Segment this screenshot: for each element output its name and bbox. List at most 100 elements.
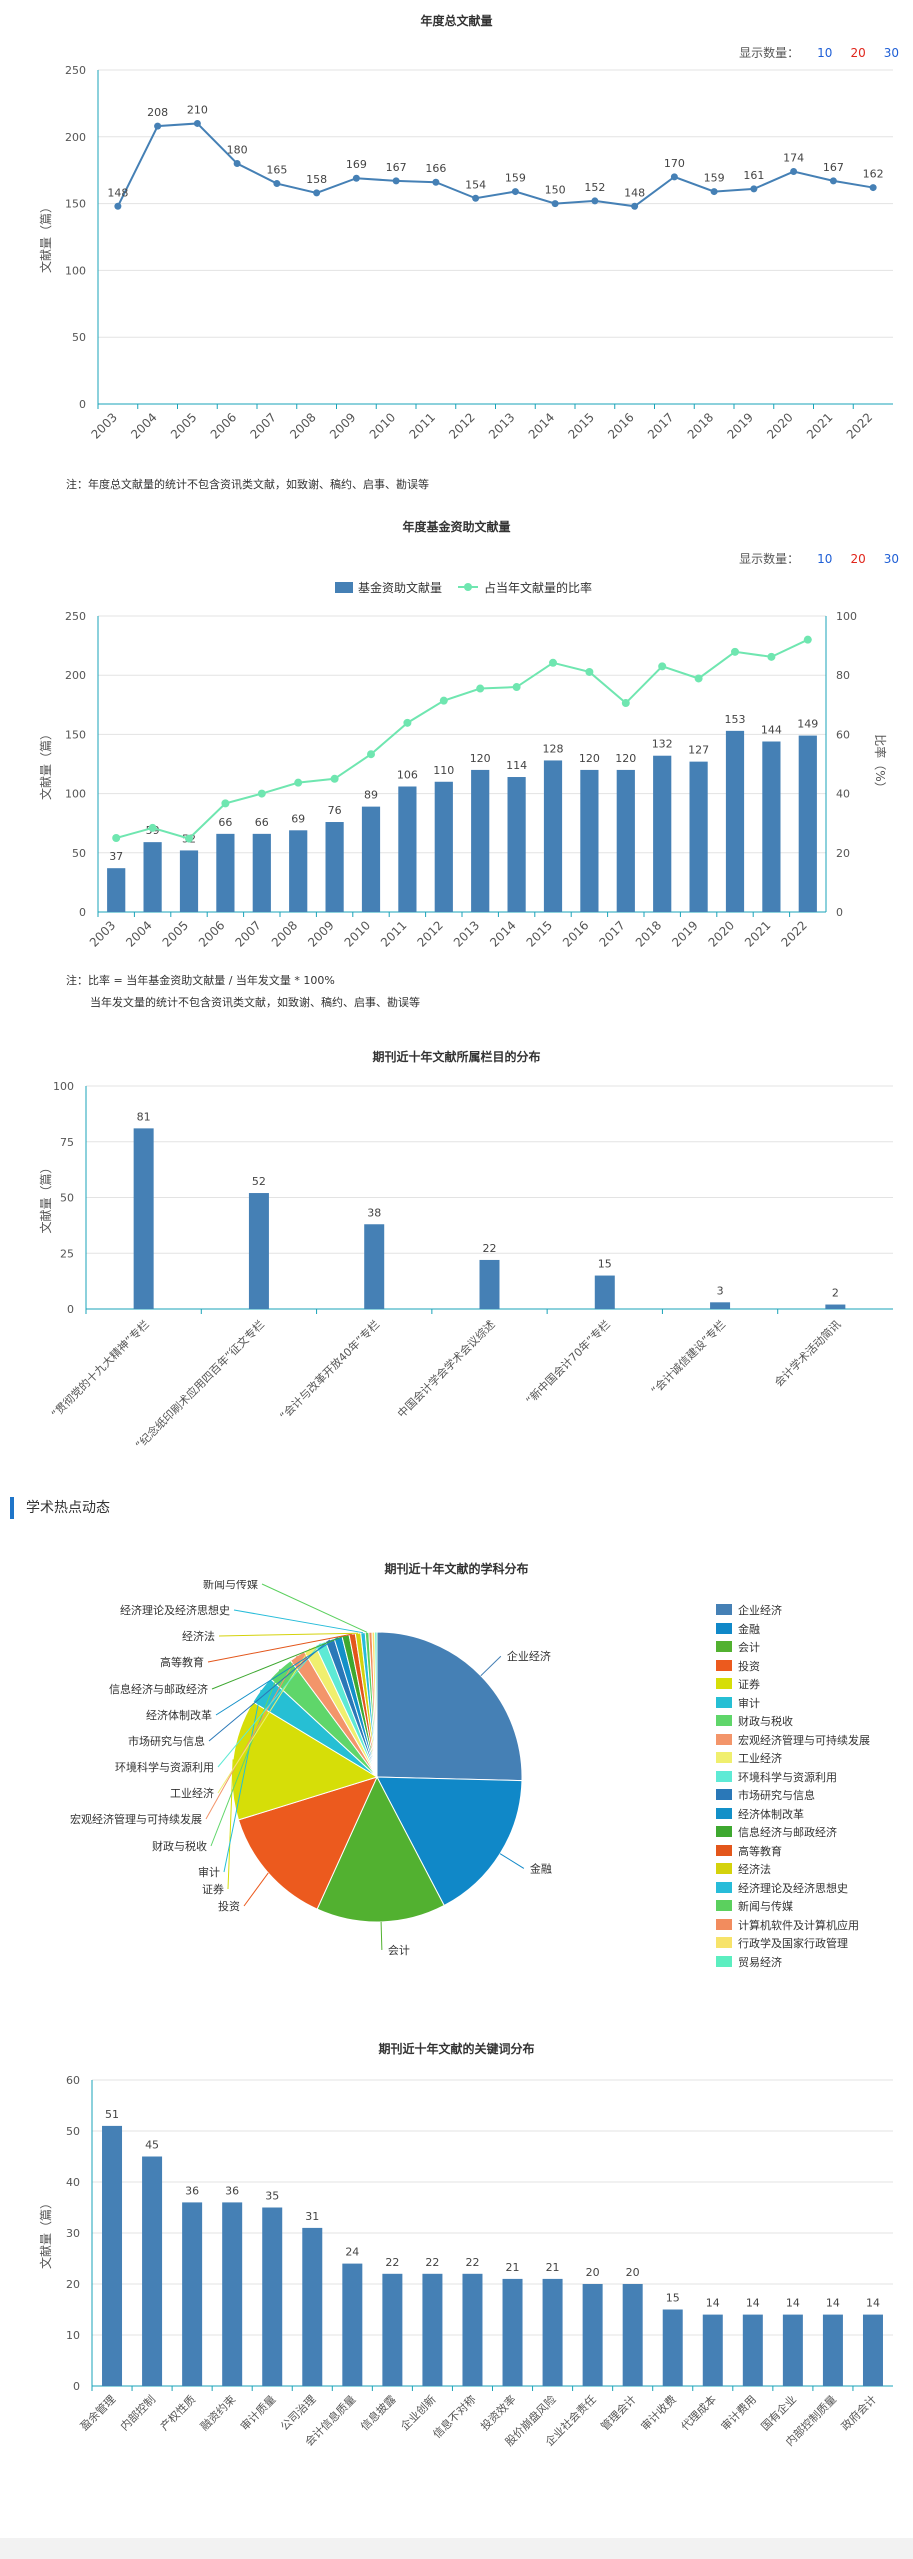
legend-item[interactable]: 工业经济 bbox=[716, 1750, 870, 1769]
legend-item[interactable]: 信息经济与邮政经济 bbox=[716, 1824, 870, 1843]
total-data-point bbox=[154, 122, 162, 130]
total-x-tick-label: 2008 bbox=[287, 410, 318, 441]
legend-item[interactable]: 会计 bbox=[716, 1639, 870, 1658]
pie-slice bbox=[374, 1631, 378, 1778]
legend-label: 高等教育 bbox=[738, 1844, 782, 1858]
fund-x-tick-label: 2019 bbox=[669, 918, 700, 949]
fund-bar-label: 66 bbox=[255, 816, 269, 829]
keywords-y-tick-label: 60 bbox=[66, 2074, 80, 2087]
fund-note-line-1: 注：比率 = 当年基金资助文献量 / 当年发文量 * 100% bbox=[66, 974, 335, 987]
pie-leader-line bbox=[211, 1635, 346, 1690]
total-data-label: 165 bbox=[266, 164, 287, 177]
fund-y2-tick-label: 60 bbox=[836, 728, 850, 741]
legend-item[interactable]: 证券 bbox=[716, 1676, 870, 1695]
fund-ratio-point bbox=[694, 674, 703, 683]
columns-x-tick-label: 中国会计学会学术会议综述 bbox=[394, 1317, 497, 1420]
legend-item[interactable]: 新闻与传媒 bbox=[716, 1898, 870, 1917]
fund-bar bbox=[653, 755, 672, 912]
total-x-tick-label: 2018 bbox=[685, 410, 716, 441]
total-y-axis-label: 文献量（篇） bbox=[38, 201, 53, 273]
keywords-x-tick-label: 管理会计 bbox=[598, 2392, 639, 2433]
fund-bar bbox=[216, 833, 235, 912]
keywords-y-axis-label: 文献量（篇） bbox=[38, 2197, 53, 2269]
keywords-x-tick-label: 公司治理 bbox=[277, 2392, 318, 2433]
legend-item[interactable]: 经济法 bbox=[716, 1861, 870, 1880]
legend-item[interactable]: 计算机软件及计算机应用 bbox=[716, 1917, 870, 1936]
legend-label: 新闻与传媒 bbox=[738, 1900, 793, 1913]
fund-ratio-point bbox=[658, 662, 667, 671]
total-data-point bbox=[750, 185, 758, 193]
columns-bar-label: 38 bbox=[367, 1206, 381, 1219]
count-option-10[interactable]: 10 bbox=[817, 46, 833, 60]
section-heading: 学术热点动态 bbox=[10, 1497, 110, 1519]
pie-slice-label: 经济体制改革 bbox=[146, 1708, 212, 1722]
total-data-point bbox=[273, 180, 281, 188]
legend-item[interactable]: 宏观经济管理与可持续发展 bbox=[716, 1732, 870, 1751]
fund-bar-label: 128 bbox=[543, 742, 564, 755]
count-option-30[interactable]: 30 bbox=[883, 46, 899, 60]
fund-bar-label: 114 bbox=[506, 759, 527, 772]
legend-item[interactable]: 投资 bbox=[716, 1658, 870, 1677]
total-data-point bbox=[193, 119, 201, 127]
keywords-y-tick-label: 50 bbox=[66, 2125, 80, 2138]
legend-item[interactable]: 审计 bbox=[716, 1695, 870, 1714]
legend-item[interactable]: 经济理论及经济思想史 bbox=[716, 1880, 870, 1899]
total-data-label: 148 bbox=[624, 186, 645, 199]
legend-item[interactable]: 企业经济 bbox=[716, 1602, 870, 1621]
legend-item[interactable]: 经济体制改革 bbox=[716, 1806, 870, 1825]
legend-item[interactable]: 贸易经济 bbox=[716, 1954, 870, 1973]
pie-leader-line bbox=[210, 1668, 281, 1847]
total-x-tick-label: 2015 bbox=[565, 410, 596, 441]
keywords-bar bbox=[822, 2314, 843, 2386]
legend-item[interactable]: 财政与税收 bbox=[716, 1713, 870, 1732]
legend-item[interactable]: 行政学及国家行政管理 bbox=[716, 1935, 870, 1954]
keywords-bar-label: 51 bbox=[105, 2108, 119, 2121]
fund-bar-label: 149 bbox=[797, 718, 818, 731]
keywords-x-tick-label: 盈余管理 bbox=[77, 2392, 118, 2433]
keywords-bar bbox=[382, 2273, 403, 2386]
total-x-tick-label: 2005 bbox=[168, 410, 199, 441]
fund-x-tick-label: 2022 bbox=[778, 918, 809, 949]
total-count-selector: 显示数量： 10 20 30 bbox=[739, 44, 899, 61]
fund-bar bbox=[107, 868, 126, 912]
legend-swatch bbox=[716, 1918, 732, 1930]
fund-count-selector: 显示数量： 10 20 30 bbox=[739, 550, 899, 567]
total-data-label: 150 bbox=[545, 184, 566, 197]
legend-item[interactable]: 金融 bbox=[716, 1621, 870, 1640]
legend-item[interactable]: 高等教育 bbox=[716, 1843, 870, 1862]
count-option-10[interactable]: 10 bbox=[817, 552, 833, 566]
total-line-chart: 0 50 100 150 200 250 文献量（篇） 2003 2004 2005 2006 200… bbox=[38, 64, 893, 442]
fund-ratio-point bbox=[549, 658, 557, 667]
fund-bar bbox=[689, 761, 708, 912]
columns-x-tick-label: “新中国会计70年”专栏 bbox=[523, 1317, 613, 1407]
fund-bar bbox=[289, 830, 308, 912]
total-y-tick-label: 50 bbox=[72, 331, 86, 344]
pie-slice bbox=[237, 1776, 378, 1910]
total-data-point bbox=[790, 168, 798, 176]
legend-item[interactable]: 环境科学与资源利用 bbox=[716, 1769, 870, 1788]
fund-x-tick-label: 2016 bbox=[560, 918, 591, 949]
pie-leader-line bbox=[233, 1609, 364, 1634]
total-x-tick-label: 2013 bbox=[486, 410, 517, 441]
count-option-20[interactable]: 20 bbox=[850, 46, 866, 60]
fund-x-tick-label: 2004 bbox=[123, 918, 154, 949]
total-data-label: 154 bbox=[465, 178, 486, 191]
fund-y2-tick-label: 80 bbox=[836, 669, 850, 682]
total-data-label: 152 bbox=[584, 181, 605, 194]
fund-bar-label: 69 bbox=[291, 812, 305, 825]
pie-slice-label: 工业经济 bbox=[170, 1786, 214, 1800]
columns-bar bbox=[710, 1302, 731, 1309]
count-option-20[interactable]: 20 bbox=[850, 552, 866, 566]
total-data-point bbox=[631, 202, 639, 210]
keywords-x-tick-label: 审计收费 bbox=[638, 2392, 679, 2433]
pie-leader-line bbox=[243, 1872, 269, 1907]
total-x-tick-label: 2009 bbox=[327, 410, 358, 441]
legend-item[interactable]: 市场研究与信息 bbox=[716, 1787, 870, 1806]
keywords-bar-label: 15 bbox=[666, 2292, 680, 2305]
pie-slice-label: 经济法 bbox=[182, 1629, 215, 1643]
fund-bar-label: 37 bbox=[109, 850, 123, 863]
total-data-point bbox=[591, 197, 599, 205]
count-option-30[interactable]: 30 bbox=[883, 552, 899, 566]
keywords-chart-title: 期刊近十年文献的关键词分布 bbox=[378, 2042, 535, 2056]
